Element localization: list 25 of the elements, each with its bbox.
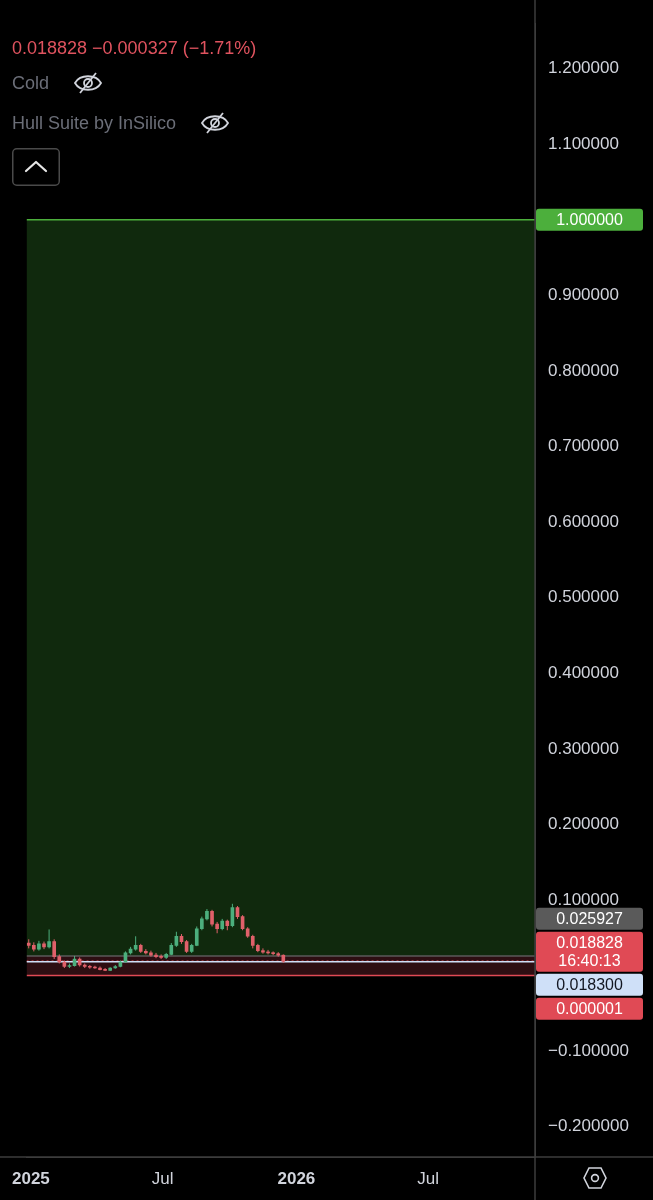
ref-line-label: 0.018300	[556, 976, 623, 994]
y-tick-label: 0.300000	[548, 738, 619, 758]
x-tick-label: Jul	[151, 1168, 174, 1188]
y-tick-label: −0.100000	[548, 1040, 629, 1060]
x-tick-label: 2025	[12, 1168, 50, 1188]
annotation: 0.018828 −0.000327 (−1.71%)	[12, 37, 257, 59]
x-tick-label: 2026	[277, 1168, 316, 1188]
y-tick-label: 0.800000	[548, 360, 619, 380]
annotation: Hull Suite by InSilico	[12, 112, 177, 134]
y-tick-label: 0.100000	[548, 889, 619, 909]
x-tick-label: Jul	[417, 1168, 439, 1188]
y-tick-label: 0.500000	[548, 587, 619, 607]
y-tick-label: 0.700000	[548, 436, 619, 456]
y-tick-label: 0.200000	[548, 814, 619, 834]
ref-line-label: 1.000000	[556, 211, 623, 229]
y-tick-label: 0.900000	[548, 285, 619, 304]
ref-line-label: 0.018828 16:40:13	[556, 934, 623, 970]
ref-line-label: 0.025927	[556, 910, 623, 928]
y-tick-label: 0.600000	[548, 511, 619, 531]
y-tick-label: 1.200000	[548, 58, 619, 78]
y-tick-label: 1.100000	[548, 133, 619, 153]
y-tick-label: −0.200000	[548, 1116, 629, 1136]
annotation: Cold	[12, 72, 50, 94]
y-tick-label: 0.400000	[548, 662, 619, 682]
ref-line-label: 0.000001	[556, 1000, 623, 1018]
